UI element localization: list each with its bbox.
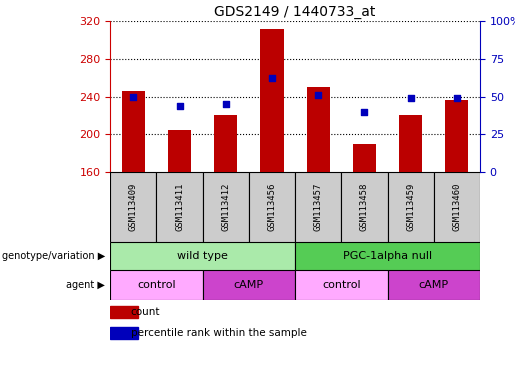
Text: GSM113409: GSM113409: [129, 183, 138, 231]
Text: GSM113457: GSM113457: [314, 183, 323, 231]
Bar: [388, 270, 480, 300]
Bar: [157, 172, 203, 242]
Bar: [434, 172, 480, 242]
Text: PGC-1alpha null: PGC-1alpha null: [343, 251, 432, 261]
Bar: [110, 270, 203, 300]
Text: control: control: [137, 280, 176, 290]
Bar: [399, 116, 422, 172]
Point: [176, 103, 184, 109]
Point: [314, 92, 322, 98]
Bar: [295, 270, 388, 300]
Bar: [203, 172, 249, 242]
Text: control: control: [322, 280, 360, 290]
Bar: [353, 144, 376, 172]
Point: [406, 95, 415, 101]
Text: GSM113458: GSM113458: [360, 183, 369, 231]
Bar: [110, 172, 157, 242]
Bar: [110, 242, 295, 270]
Text: GSM113412: GSM113412: [221, 183, 230, 231]
Point: [221, 101, 230, 107]
Bar: [388, 172, 434, 242]
Bar: [341, 172, 388, 242]
Bar: [306, 87, 330, 172]
Text: count: count: [130, 307, 160, 317]
Bar: [110, 327, 138, 339]
Text: percentile rank within the sample: percentile rank within the sample: [130, 328, 306, 338]
Bar: [249, 172, 295, 242]
Bar: [214, 116, 237, 172]
Text: agent ▶: agent ▶: [66, 280, 105, 290]
Title: GDS2149 / 1440733_at: GDS2149 / 1440733_at: [214, 5, 376, 19]
Bar: [261, 29, 284, 172]
Text: GSM113460: GSM113460: [452, 183, 461, 231]
Bar: [168, 129, 191, 172]
Point: [268, 75, 276, 81]
Bar: [295, 242, 480, 270]
Bar: [445, 100, 469, 172]
Bar: [203, 270, 295, 300]
Bar: [110, 306, 138, 318]
Point: [360, 109, 369, 115]
Text: cAMP: cAMP: [419, 280, 449, 290]
Bar: [122, 91, 145, 172]
Text: genotype/variation ▶: genotype/variation ▶: [2, 251, 105, 261]
Text: GSM113456: GSM113456: [267, 183, 277, 231]
Point: [453, 95, 461, 101]
Point: [129, 94, 138, 100]
Text: wild type: wild type: [177, 251, 228, 261]
Text: GSM113411: GSM113411: [175, 183, 184, 231]
Text: GSM113459: GSM113459: [406, 183, 415, 231]
Bar: [295, 172, 341, 242]
Text: cAMP: cAMP: [234, 280, 264, 290]
